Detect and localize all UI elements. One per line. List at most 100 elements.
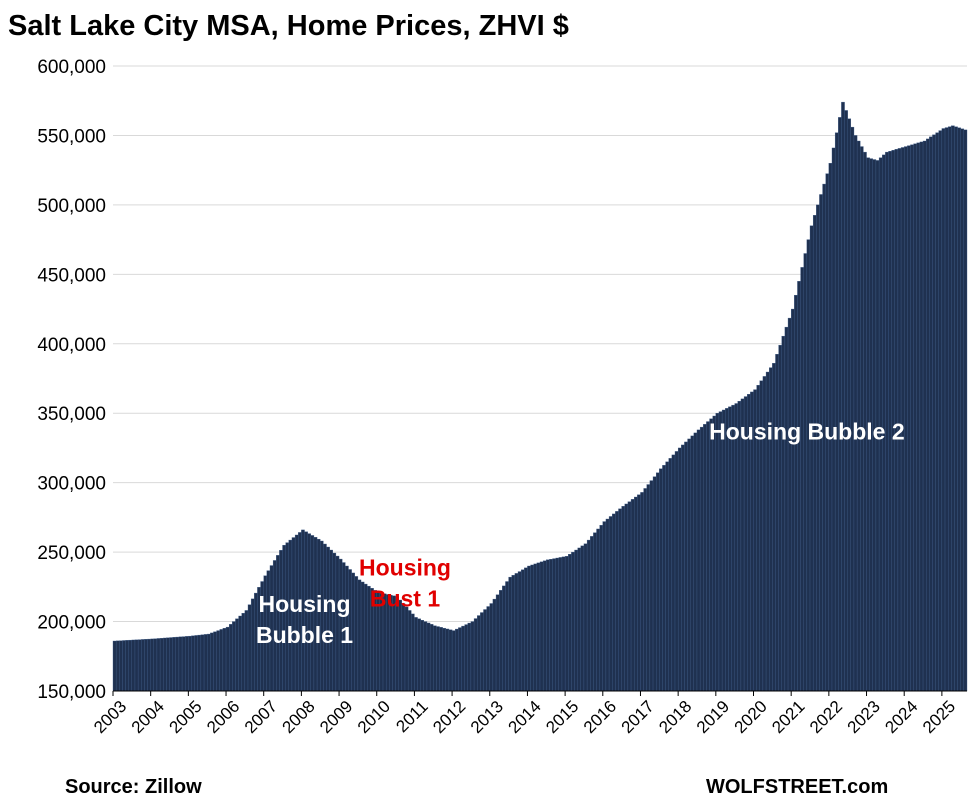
bar bbox=[938, 130, 943, 692]
bar bbox=[555, 557, 560, 692]
bar bbox=[850, 126, 855, 692]
bar bbox=[608, 516, 613, 692]
x-tick-label: 2015 bbox=[542, 697, 582, 737]
bar bbox=[141, 639, 145, 692]
bar bbox=[203, 634, 208, 692]
bar bbox=[703, 424, 707, 692]
bar bbox=[228, 624, 233, 692]
bar bbox=[420, 619, 425, 692]
bar bbox=[178, 636, 183, 692]
bar bbox=[508, 576, 512, 692]
bar bbox=[354, 576, 359, 692]
bar bbox=[941, 128, 946, 692]
bar bbox=[834, 132, 839, 692]
x-tick-label: 2014 bbox=[505, 697, 545, 737]
bar bbox=[483, 609, 487, 692]
bar bbox=[630, 499, 635, 692]
bar bbox=[112, 640, 117, 692]
x-tick-label: 2016 bbox=[580, 697, 620, 737]
bar bbox=[564, 556, 569, 692]
bar bbox=[119, 640, 123, 692]
bar bbox=[583, 543, 588, 692]
bar bbox=[612, 513, 616, 692]
bar bbox=[838, 117, 842, 692]
bar bbox=[241, 613, 246, 692]
x-tick-label: 2018 bbox=[655, 697, 695, 737]
bar bbox=[461, 625, 465, 692]
bar bbox=[734, 403, 738, 692]
bar bbox=[568, 554, 572, 692]
bar bbox=[791, 308, 795, 692]
x-tick-label: 2008 bbox=[279, 697, 319, 737]
y-tick-label: 550,000 bbox=[37, 126, 106, 147]
bar bbox=[175, 636, 180, 692]
bar bbox=[489, 603, 494, 692]
bar bbox=[549, 558, 553, 692]
bar bbox=[470, 621, 475, 692]
y-tick-label: 200,000 bbox=[37, 613, 106, 634]
bar bbox=[681, 444, 685, 692]
bar bbox=[147, 638, 151, 692]
bar bbox=[809, 225, 814, 692]
bar bbox=[913, 143, 917, 692]
x-tick-label: 2011 bbox=[392, 697, 431, 736]
bar bbox=[153, 638, 158, 692]
bar bbox=[590, 536, 594, 692]
bar bbox=[244, 610, 249, 692]
bar bbox=[772, 363, 776, 692]
bar bbox=[781, 335, 786, 692]
bar bbox=[655, 472, 660, 692]
bar bbox=[442, 627, 446, 692]
bar bbox=[401, 603, 406, 692]
source-note: Source: Zillow bbox=[65, 776, 202, 798]
bar bbox=[769, 367, 773, 692]
bar bbox=[602, 521, 607, 692]
bar bbox=[144, 639, 148, 692]
bar bbox=[954, 126, 958, 692]
bar bbox=[458, 627, 462, 692]
bars bbox=[112, 101, 968, 692]
bar bbox=[181, 636, 186, 692]
bar bbox=[222, 628, 227, 692]
bar bbox=[725, 408, 729, 692]
bar bbox=[210, 632, 214, 692]
bar bbox=[947, 126, 952, 692]
bar bbox=[216, 630, 220, 692]
bar bbox=[197, 634, 202, 692]
y-tick-label: 150,000 bbox=[37, 682, 106, 703]
bar bbox=[847, 118, 852, 692]
bar bbox=[480, 612, 484, 692]
x-tick-label: 2012 bbox=[429, 697, 469, 737]
bar bbox=[580, 545, 585, 692]
bar bbox=[131, 639, 136, 692]
bar bbox=[671, 454, 676, 692]
x-tick-label: 2017 bbox=[618, 697, 658, 737]
bar bbox=[944, 127, 949, 692]
bar bbox=[404, 606, 409, 692]
bar bbox=[207, 633, 211, 692]
bar bbox=[329, 549, 333, 692]
y-tick-label: 300,000 bbox=[37, 474, 106, 495]
bar bbox=[439, 627, 443, 692]
bar bbox=[194, 635, 198, 692]
bar bbox=[279, 550, 283, 692]
bar bbox=[185, 636, 189, 692]
bar bbox=[467, 622, 472, 692]
y-tick-label: 600,000 bbox=[37, 57, 106, 78]
y-tick-label: 350,000 bbox=[37, 404, 106, 425]
bar bbox=[907, 145, 911, 692]
bar bbox=[684, 441, 688, 692]
bar bbox=[150, 638, 154, 692]
chart-title: Salt Lake City MSA, Home Prices, ZHVI $ bbox=[8, 10, 569, 42]
bar bbox=[323, 543, 327, 692]
bar bbox=[530, 564, 534, 692]
bar bbox=[715, 413, 720, 692]
bar bbox=[464, 624, 468, 692]
bar bbox=[134, 639, 139, 692]
bar bbox=[652, 476, 657, 692]
bar bbox=[778, 344, 782, 692]
bar bbox=[637, 494, 641, 692]
bar bbox=[728, 406, 732, 692]
bar bbox=[929, 136, 933, 692]
bar bbox=[737, 401, 742, 692]
